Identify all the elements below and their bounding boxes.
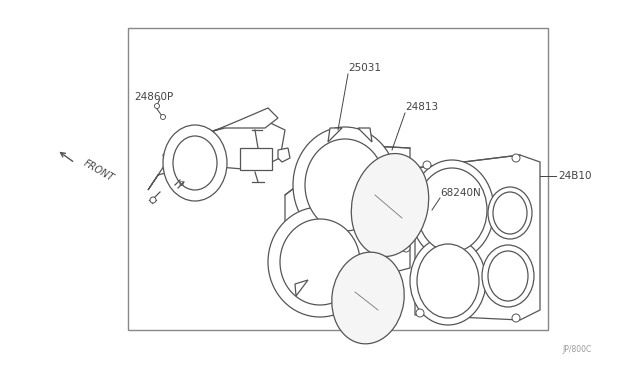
Text: 24860P: 24860P xyxy=(134,92,173,102)
Ellipse shape xyxy=(332,252,404,344)
Ellipse shape xyxy=(488,187,532,239)
Circle shape xyxy=(150,197,156,203)
Circle shape xyxy=(402,244,410,252)
Circle shape xyxy=(161,115,166,119)
Ellipse shape xyxy=(280,219,360,305)
Text: FRONT: FRONT xyxy=(82,158,116,184)
Ellipse shape xyxy=(410,237,486,325)
Polygon shape xyxy=(415,155,540,320)
Circle shape xyxy=(416,309,424,317)
Text: 24813: 24813 xyxy=(405,102,438,112)
Ellipse shape xyxy=(351,154,429,256)
Circle shape xyxy=(423,161,431,169)
Polygon shape xyxy=(328,128,342,142)
Text: ø: ø xyxy=(179,179,184,187)
Ellipse shape xyxy=(305,139,385,231)
Polygon shape xyxy=(342,280,355,296)
Bar xyxy=(240,148,272,170)
Ellipse shape xyxy=(417,168,487,252)
Ellipse shape xyxy=(410,160,494,260)
Text: 24B10: 24B10 xyxy=(558,171,591,181)
Polygon shape xyxy=(163,108,278,163)
Bar xyxy=(128,28,548,330)
Circle shape xyxy=(154,103,159,109)
Text: 68240N: 68240N xyxy=(440,188,481,198)
Polygon shape xyxy=(148,118,285,190)
Text: JP/800C: JP/800C xyxy=(562,346,591,355)
Circle shape xyxy=(402,168,410,176)
Ellipse shape xyxy=(417,244,479,318)
Polygon shape xyxy=(358,128,372,142)
Ellipse shape xyxy=(293,127,397,243)
Ellipse shape xyxy=(163,125,227,201)
Ellipse shape xyxy=(482,245,534,307)
Circle shape xyxy=(512,314,520,322)
Polygon shape xyxy=(285,145,410,285)
Ellipse shape xyxy=(488,251,528,301)
Ellipse shape xyxy=(493,192,527,234)
Ellipse shape xyxy=(268,207,372,317)
Ellipse shape xyxy=(173,136,217,190)
Text: 25031: 25031 xyxy=(348,63,381,73)
Polygon shape xyxy=(278,148,290,162)
Circle shape xyxy=(512,154,520,162)
Polygon shape xyxy=(295,280,308,296)
